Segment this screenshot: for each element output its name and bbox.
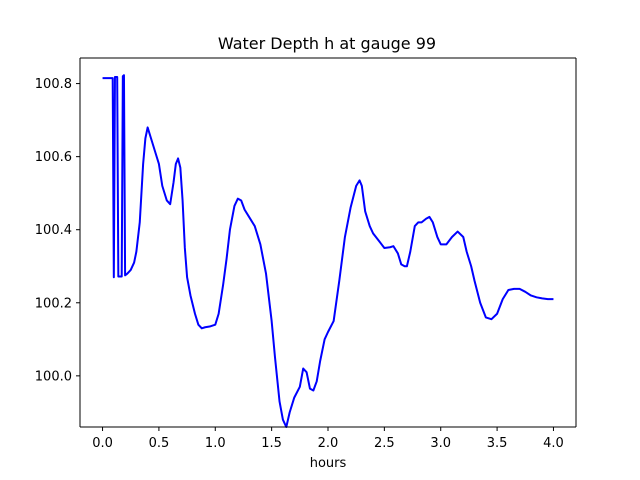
series-line-h bbox=[102, 74, 554, 428]
plot-area bbox=[80, 58, 576, 427]
y-tick-label: 100.0 bbox=[35, 369, 72, 384]
y-tick-label: 100.6 bbox=[35, 150, 72, 165]
x-tick-label: 3.5 bbox=[487, 436, 508, 451]
x-tick-label: 0.0 bbox=[92, 436, 113, 451]
x-tick-label: 4.0 bbox=[543, 436, 564, 451]
x-tick-label: 1.0 bbox=[205, 436, 226, 451]
x-tick-label: 2.5 bbox=[374, 436, 395, 451]
y-axis-ticks: 100.0 100.2 100.4 100.6 100.8 bbox=[35, 77, 80, 384]
x-axis-label: hours bbox=[310, 456, 347, 471]
x-tick-label: 0.5 bbox=[149, 436, 170, 451]
plot-background bbox=[80, 58, 576, 427]
x-tick-label: 2.0 bbox=[318, 436, 339, 451]
y-tick-label: 100.4 bbox=[35, 223, 72, 238]
x-tick-label: 3.0 bbox=[430, 436, 451, 451]
series-layer bbox=[102, 74, 554, 428]
x-tick-label: 1.5 bbox=[261, 436, 282, 451]
chart-title: Water Depth h at gauge 99 bbox=[218, 34, 436, 53]
x-axis-ticks: 0.0 0.5 1.0 1.5 2.0 2.5 3.0 3.5 4.0 bbox=[92, 427, 564, 451]
y-tick-label: 100.8 bbox=[35, 77, 72, 92]
axes-frame bbox=[79, 57, 577, 428]
y-tick-label: 100.2 bbox=[35, 296, 72, 311]
